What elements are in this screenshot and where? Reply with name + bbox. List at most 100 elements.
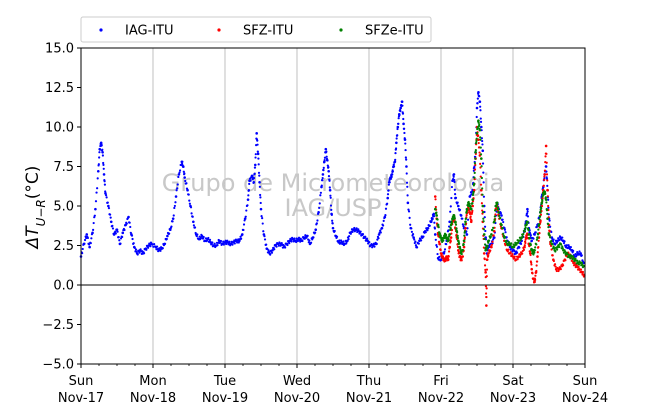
data-point-iag-itu	[481, 162, 485, 165]
data-point-iag-itu	[296, 239, 299, 243]
data-point-sfze-itu	[505, 239, 508, 242]
data-point-sfze-itu	[482, 233, 486, 236]
data-point-iag-itu	[549, 225, 552, 228]
data-point-iag-itu	[320, 184, 323, 187]
data-point-iag-itu	[447, 229, 450, 232]
data-point-sfze-itu	[500, 223, 503, 227]
data-point-iag-itu	[452, 175, 455, 178]
data-point-iag-itu	[306, 234, 309, 237]
data-point-iag-itu	[295, 240, 298, 244]
data-point-iag-itu	[263, 235, 266, 238]
data-point-iag-itu	[533, 233, 536, 236]
data-point-sfz-itu	[547, 204, 550, 208]
data-point-iag-itu	[450, 196, 453, 200]
data-point-sfz-itu	[537, 245, 540, 249]
data-point-iag-itu	[561, 236, 564, 239]
data-point-sfze-itu	[456, 234, 459, 237]
data-point-sfz-itu	[494, 213, 497, 216]
data-point-sfze-itu	[580, 261, 583, 264]
data-point-iag-itu	[256, 139, 259, 142]
data-point-iag-itu	[400, 100, 404, 104]
data-point-sfze-itu	[502, 232, 505, 235]
data-point-sfze-itu	[442, 239, 445, 242]
data-point-iag-itu	[567, 244, 570, 247]
data-point-sfze-itu	[544, 196, 547, 199]
data-point-iag-itu	[133, 246, 136, 250]
data-point-iag-itu	[174, 201, 177, 204]
data-point-sfze-itu	[555, 248, 559, 251]
data-point-iag-itu	[195, 235, 198, 238]
data-point-iag-itu	[164, 242, 167, 245]
data-point-iag-itu	[316, 219, 319, 222]
data-point-iag-itu	[186, 188, 189, 192]
data-point-sfze-itu	[526, 221, 529, 224]
data-point-iag-itu	[456, 204, 460, 208]
data-point-sfz-itu	[468, 211, 472, 214]
data-point-iag-itu	[532, 237, 535, 240]
data-point-iag-itu	[406, 194, 409, 197]
data-point-iag-itu	[94, 207, 97, 211]
data-point-sfz-itu	[553, 263, 557, 266]
watermark: Grupo de Micrometeorologia IAG/USP	[162, 169, 504, 222]
data-point-iag-itu	[191, 215, 194, 218]
data-point-sfz-itu	[544, 155, 547, 158]
data-point-iag-itu	[200, 234, 204, 238]
data-point-iag-itu	[347, 238, 350, 241]
data-point-iag-itu	[90, 237, 93, 240]
data-point-iag-itu	[328, 179, 331, 182]
data-point-iag-itu	[117, 236, 120, 239]
data-point-iag-itu	[407, 210, 411, 213]
data-point-iag-itu	[402, 122, 405, 126]
data-point-iag-itu	[168, 232, 171, 235]
data-point-iag-itu	[256, 150, 259, 153]
data-point-sfz-itu	[438, 240, 441, 243]
data-point-sfze-itu	[464, 223, 467, 226]
data-point-sfze-itu	[438, 232, 441, 235]
data-point-sfz-itu	[485, 287, 488, 290]
legend-label-sfz-itu: SFZ-ITU	[243, 24, 293, 39]
data-point-iag-itu	[176, 183, 179, 186]
data-point-sfz-itu	[557, 267, 561, 271]
data-point-sfze-itu	[494, 208, 497, 212]
data-point-sfze-itu	[510, 242, 513, 245]
data-point-iag-itu	[259, 193, 262, 197]
data-point-iag-itu	[345, 242, 348, 245]
data-point-sfze-itu	[530, 248, 534, 251]
data-point-iag-itu	[364, 235, 367, 238]
data-point-iag-itu	[433, 233, 437, 236]
data-point-iag-itu	[177, 175, 180, 179]
data-point-iag-itu	[492, 238, 495, 241]
data-point-sfze-itu	[481, 187, 484, 190]
data-point-iag-itu	[465, 233, 469, 236]
data-point-sfze-itu	[458, 246, 462, 249]
data-point-iag-itu	[108, 213, 112, 216]
data-point-iag-itu	[515, 251, 519, 254]
data-point-sfze-itu	[435, 214, 438, 217]
data-point-sfze-itu	[435, 211, 438, 214]
data-point-sfze-itu	[477, 119, 480, 122]
data-point-sfze-itu	[475, 139, 478, 143]
data-point-iag-itu	[151, 243, 154, 246]
data-point-iag-itu	[269, 253, 272, 256]
data-point-iag-itu	[550, 230, 553, 234]
data-point-iag-itu	[575, 254, 578, 257]
data-point-iag-itu	[502, 220, 505, 224]
data-point-sfze-itu	[471, 202, 474, 205]
data-point-iag-itu	[448, 220, 451, 224]
data-point-iag-itu	[409, 223, 412, 226]
data-point-iag-itu	[392, 163, 395, 166]
data-point-sfz-itu	[487, 254, 490, 257]
data-point-iag-itu	[480, 125, 483, 129]
data-point-iag-itu	[219, 239, 223, 243]
data-point-iag-itu	[86, 236, 90, 240]
data-point-sfz-itu	[463, 236, 466, 239]
data-point-iag-itu	[391, 170, 394, 173]
data-point-iag-itu	[530, 239, 534, 243]
data-point-iag-itu	[128, 221, 131, 224]
data-point-sfze-itu	[541, 199, 544, 203]
data-point-sfze-itu	[480, 165, 483, 168]
data-point-sfze-itu	[544, 198, 548, 201]
data-point-sfze-itu	[499, 216, 502, 220]
data-point-sfze-itu	[567, 253, 570, 256]
data-point-sfze-itu	[576, 259, 579, 262]
